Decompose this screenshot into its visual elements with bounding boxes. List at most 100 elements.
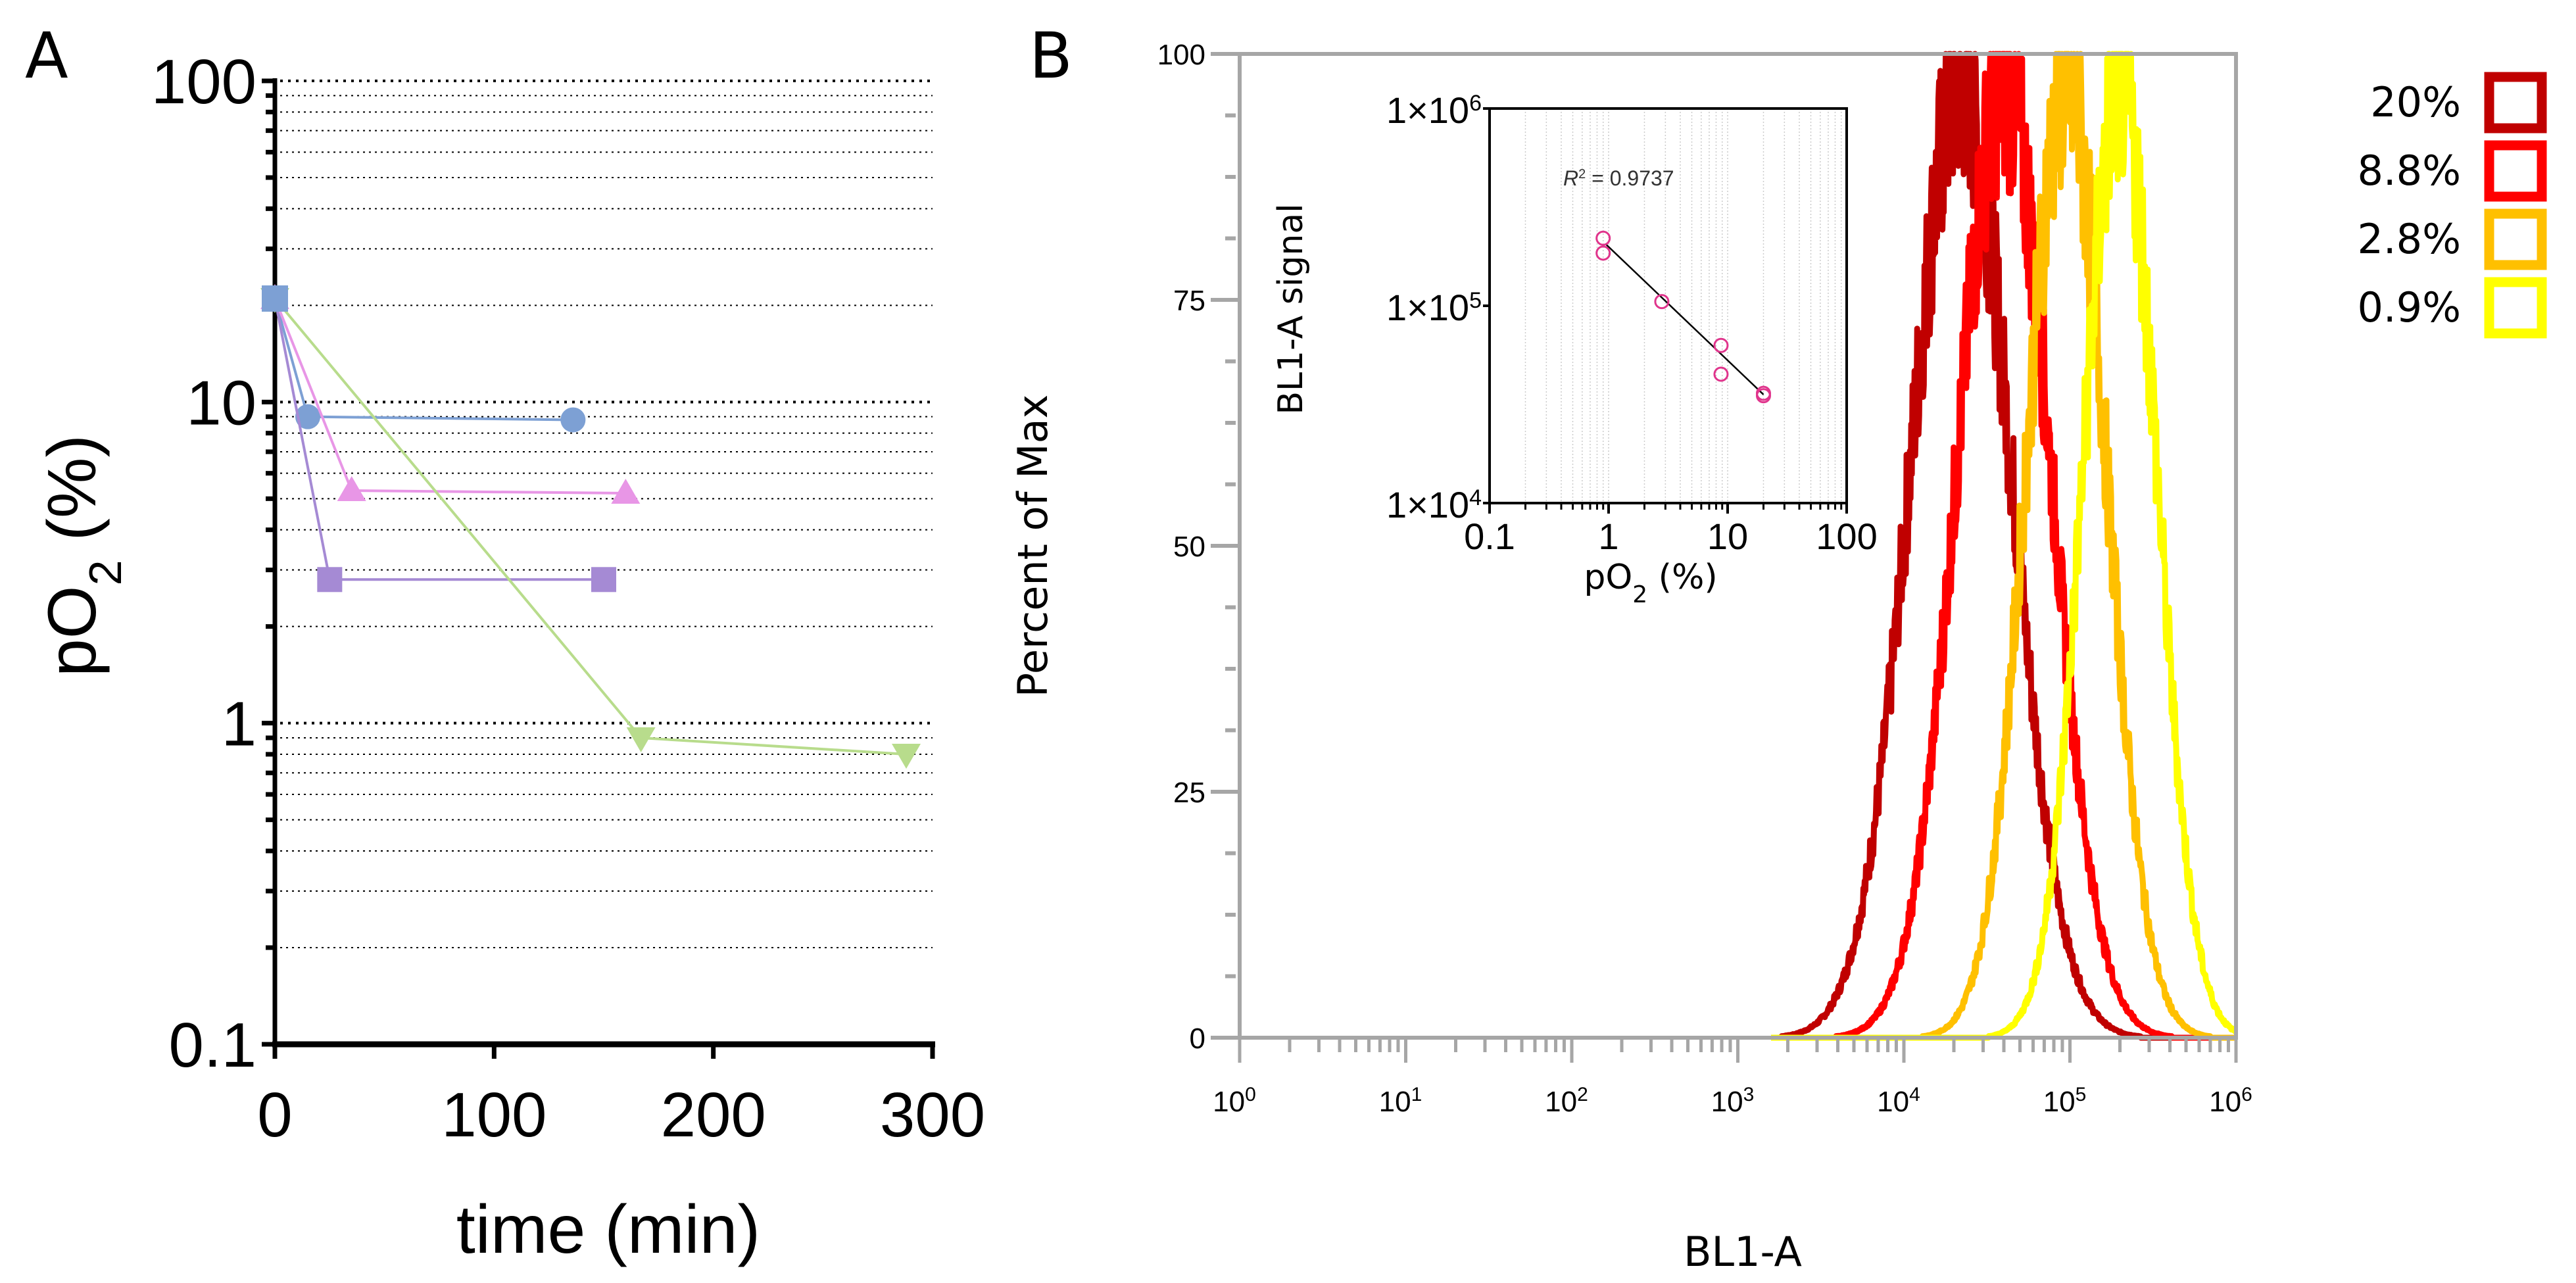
x-tick-label: 100	[441, 1080, 547, 1150]
data-point-circle	[560, 407, 586, 433]
legend-item: 0.9%	[2357, 277, 2547, 339]
inset-y-tick-base: 1×10	[1386, 89, 1469, 131]
y-tick-label: 75	[1173, 285, 1205, 317]
legend-swatch	[2484, 72, 2547, 133]
series-line	[274, 298, 626, 495]
legend-label: 2.8%	[2357, 215, 2461, 263]
y-tick-label: 0.1	[169, 1010, 256, 1080]
series-line	[274, 298, 604, 581]
inset-axes	[1483, 107, 1848, 514]
x-tick-exponent: 4	[1909, 1084, 1920, 1105]
panel-b-x-axis-title: BL1-A	[1684, 1228, 1802, 1276]
panel-a-series	[260, 283, 921, 769]
x-tick-label: 105	[2043, 1084, 2087, 1119]
series-triangle-pink	[260, 283, 641, 504]
panel-a-axes	[262, 78, 935, 1059]
x-tick-exponent: 0	[1245, 1084, 1256, 1105]
y-tick-label: 50	[1173, 531, 1205, 563]
inset-x-tick-label: 1	[1598, 516, 1618, 557]
data-point-circle	[295, 404, 320, 429]
r2-r: R	[1563, 166, 1578, 190]
panel-a-x-axis-title: time (min)	[456, 1192, 760, 1268]
inset-x-tick-label: 10	[1707, 516, 1748, 557]
inset-y-tick-base: 1×10	[1386, 484, 1469, 525]
data-point-triangle-up	[611, 479, 641, 504]
x-tick-exponent: 3	[1743, 1084, 1755, 1105]
inset-data-point	[1595, 245, 1611, 261]
series-line	[274, 297, 907, 756]
x-tick-base: 10	[2043, 1086, 2076, 1118]
inset-x-axis-title: pO2 (%)	[1584, 558, 1717, 608]
legend-swatch	[2484, 277, 2547, 339]
x-tick-exponent: 5	[2076, 1084, 2087, 1105]
inset-data-point	[1595, 230, 1611, 246]
inset-y-tick-exponent: 5	[1469, 288, 1482, 313]
x-tick-base: 10	[1711, 1086, 1743, 1118]
x-tick-base: 10	[1545, 1086, 1577, 1118]
y-tick-label: 1	[222, 689, 256, 760]
y-tick-label: 0	[1190, 1023, 1205, 1055]
x-tick-base: 10	[1213, 1086, 1245, 1118]
data-point-triangle-up	[337, 475, 366, 501]
legend-item: 20%	[2370, 72, 2547, 133]
y-title-tail: (%)	[34, 435, 110, 560]
x-tick-label: 0	[257, 1080, 292, 1150]
legend-swatch	[2484, 208, 2547, 270]
x-tick-exponent: 6	[2241, 1084, 2252, 1105]
inset-data-point	[1654, 294, 1670, 310]
inset-y-tick-exponent: 6	[1469, 91, 1482, 116]
inset-y-tick-label: 1×105	[1386, 287, 1482, 328]
data-point-square	[591, 567, 616, 593]
panel-a-label: A	[25, 19, 68, 93]
legend-item: 2.8%	[2357, 208, 2547, 270]
y-tick-label: 100	[1157, 39, 1205, 71]
legend-swatch	[2484, 140, 2547, 202]
panel-a-gridlines	[280, 80, 933, 948]
x-tick-label: 100	[1213, 1084, 1256, 1119]
y-tick-label: 100	[151, 47, 256, 117]
x-tick-label: 104	[1877, 1084, 1920, 1119]
inset-y-tick-label: 1×106	[1386, 89, 1482, 131]
x-tick-base: 10	[1379, 1086, 1411, 1118]
inset-y-tick-label: 1×104	[1386, 484, 1482, 525]
x-tick-label: 102	[1545, 1084, 1588, 1119]
y-tick-label: 10	[186, 368, 256, 438]
panel-b-axes	[1211, 52, 2238, 1063]
x-tick-base: 10	[2209, 1086, 2241, 1118]
inset-x-tick-label: 100	[1816, 516, 1877, 557]
inset-data-point	[1713, 366, 1729, 382]
inset-y-tick-base: 1×10	[1386, 287, 1469, 328]
x-tick-label: 101	[1379, 1084, 1422, 1119]
legend-item: 8.8%	[2357, 140, 2547, 202]
y-tick-label: 25	[1173, 777, 1205, 809]
inset-gridlines	[1524, 109, 1842, 503]
x-tick-label: 200	[661, 1080, 766, 1150]
inset-x-tick-label: 0.1	[1464, 516, 1515, 557]
legend-label: 8.8%	[2357, 147, 2461, 195]
inset-points	[1595, 230, 1771, 404]
x-tick-exponent: 1	[1411, 1084, 1422, 1105]
x-tick-base: 10	[1877, 1086, 1909, 1118]
inset-x-title-sub: 2	[1632, 581, 1647, 608]
series-triangle-down-green	[260, 287, 921, 769]
inset-x-title-tail: (%)	[1647, 558, 1718, 597]
legend-label: 0.9%	[2357, 283, 2461, 331]
panel-a-y-axis-title: pO2 (%)	[34, 435, 131, 677]
inset-x-title-main: pO	[1584, 558, 1632, 597]
panel-b-y-axis-title: Percent of Max	[1009, 395, 1057, 698]
r2-sup: 2	[1578, 167, 1586, 182]
series-square-purple	[262, 285, 616, 593]
r2-value: = 0.9737	[1586, 166, 1674, 190]
x-tick-label: 300	[880, 1080, 985, 1150]
legend-label: 20%	[2370, 78, 2461, 126]
inset-y-tick-exponent: 4	[1469, 485, 1482, 510]
data-point-start	[262, 285, 288, 312]
data-point-triangle-down	[626, 727, 656, 753]
panel-a-tick-labels: 0 100 200 300 0.1 1 10 100	[151, 47, 985, 1150]
series-circle-blue	[262, 285, 586, 433]
y-title-subscript: 2	[80, 560, 131, 585]
